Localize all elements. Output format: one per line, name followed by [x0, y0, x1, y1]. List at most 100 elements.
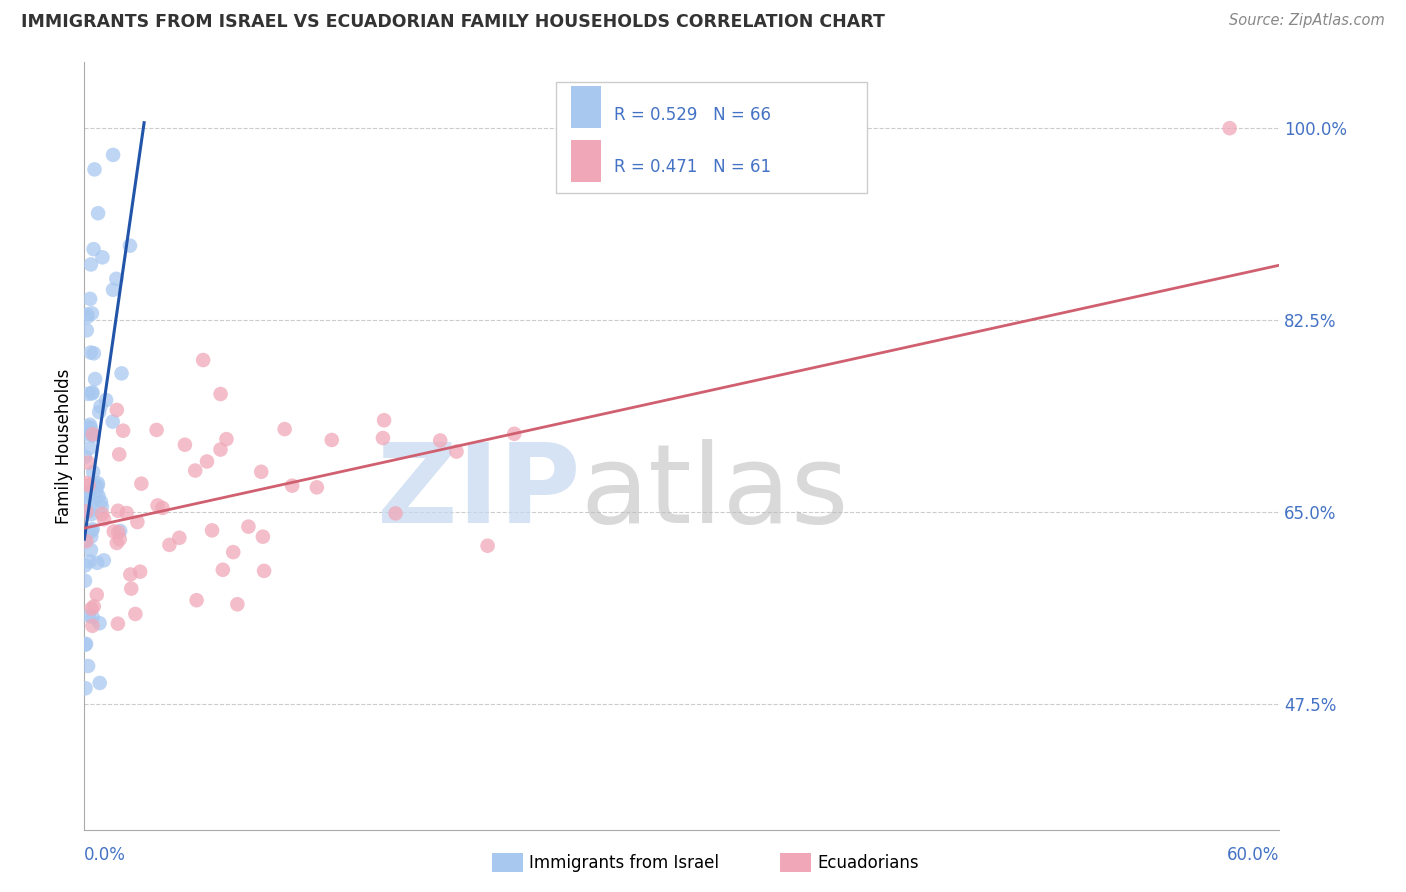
Point [87, 489, 110, 503]
Point [238, 519, 260, 533]
Y-axis label: Family Households: Family Households [55, 368, 73, 524]
Point [124, 607, 146, 621]
Point [112, 424, 135, 438]
Point [101, 283, 124, 297]
Point [215, 432, 238, 446]
Point [146, 499, 169, 513]
Point [83, 599, 105, 614]
Point [87, 206, 110, 220]
Point [120, 567, 142, 582]
Point [82, 610, 104, 624]
Point [105, 272, 128, 286]
Point [80, 306, 103, 320]
Point [145, 423, 167, 437]
Point [87, 476, 110, 491]
Point [86, 479, 108, 493]
Text: atlas: atlas [581, 439, 849, 546]
Point [209, 442, 232, 457]
Point [80, 426, 103, 441]
Point [82, 429, 104, 443]
Point [82, 465, 104, 479]
Point [118, 238, 141, 252]
Point [79, 492, 101, 507]
Point [75, 638, 97, 652]
Point [107, 504, 129, 518]
Point [75, 475, 97, 490]
Point [129, 565, 152, 579]
Point [250, 465, 273, 479]
Text: Source: ZipAtlas.com: Source: ZipAtlas.com [1229, 13, 1385, 29]
Point [77, 608, 100, 623]
Point [80, 601, 103, 615]
Point [83, 346, 105, 360]
Point [80, 530, 103, 544]
FancyBboxPatch shape [557, 81, 868, 193]
Point [82, 385, 104, 400]
Point [79, 417, 101, 432]
Point [75, 637, 97, 651]
Point [83, 162, 105, 177]
Point [429, 434, 451, 448]
Point [89, 616, 111, 631]
Point [90, 500, 112, 514]
Point [107, 525, 129, 540]
Point [77, 478, 100, 492]
Point [80, 345, 103, 359]
Point [127, 515, 149, 529]
Point [77, 456, 100, 470]
Point [73, 450, 96, 464]
Point [84, 372, 107, 386]
Text: Ecuadorians: Ecuadorians [817, 854, 918, 871]
Point [211, 563, 233, 577]
Point [174, 438, 197, 452]
Point [120, 582, 142, 596]
FancyBboxPatch shape [571, 139, 600, 182]
Text: R = 0.529   N = 66: R = 0.529 N = 66 [614, 106, 770, 124]
Point [76, 308, 98, 322]
Text: R = 0.471   N = 61: R = 0.471 N = 61 [614, 158, 770, 177]
Point [107, 616, 129, 631]
Point [82, 619, 104, 633]
Point [93, 553, 115, 567]
Point [89, 400, 111, 414]
Text: Immigrants from Israel: Immigrants from Israel [529, 854, 718, 871]
Point [80, 257, 103, 271]
Point [86, 485, 108, 500]
Point [77, 659, 100, 673]
Point [159, 538, 181, 552]
Point [80, 507, 103, 521]
Point [90, 495, 112, 509]
Point [321, 433, 343, 447]
Text: ZIP: ZIP [377, 439, 581, 546]
Point [75, 504, 97, 518]
Point [105, 403, 128, 417]
Point [80, 420, 103, 434]
Point [169, 531, 191, 545]
Point [89, 676, 111, 690]
Point [1219, 121, 1241, 136]
Point [76, 488, 98, 502]
Point [503, 426, 526, 441]
Point [115, 506, 138, 520]
Text: 0.0%: 0.0% [84, 846, 127, 864]
Point [371, 431, 394, 445]
Point [76, 323, 98, 337]
Point [281, 478, 304, 492]
Point [201, 524, 224, 538]
Point [252, 530, 274, 544]
Point [152, 500, 174, 515]
Point [191, 353, 214, 368]
Text: IMMIGRANTS FROM ISRAEL VS ECUADORIAN FAMILY HOUSEHOLDS CORRELATION CHART: IMMIGRANTS FROM ISRAEL VS ECUADORIAN FAM… [21, 13, 884, 31]
Point [186, 593, 208, 607]
Point [82, 522, 104, 536]
Point [77, 387, 100, 401]
Point [76, 310, 98, 324]
Point [373, 413, 395, 427]
Point [79, 292, 101, 306]
Point [477, 539, 499, 553]
Point [86, 588, 108, 602]
Point [82, 494, 104, 508]
Point [77, 485, 100, 500]
Point [305, 480, 328, 494]
Point [93, 512, 115, 526]
